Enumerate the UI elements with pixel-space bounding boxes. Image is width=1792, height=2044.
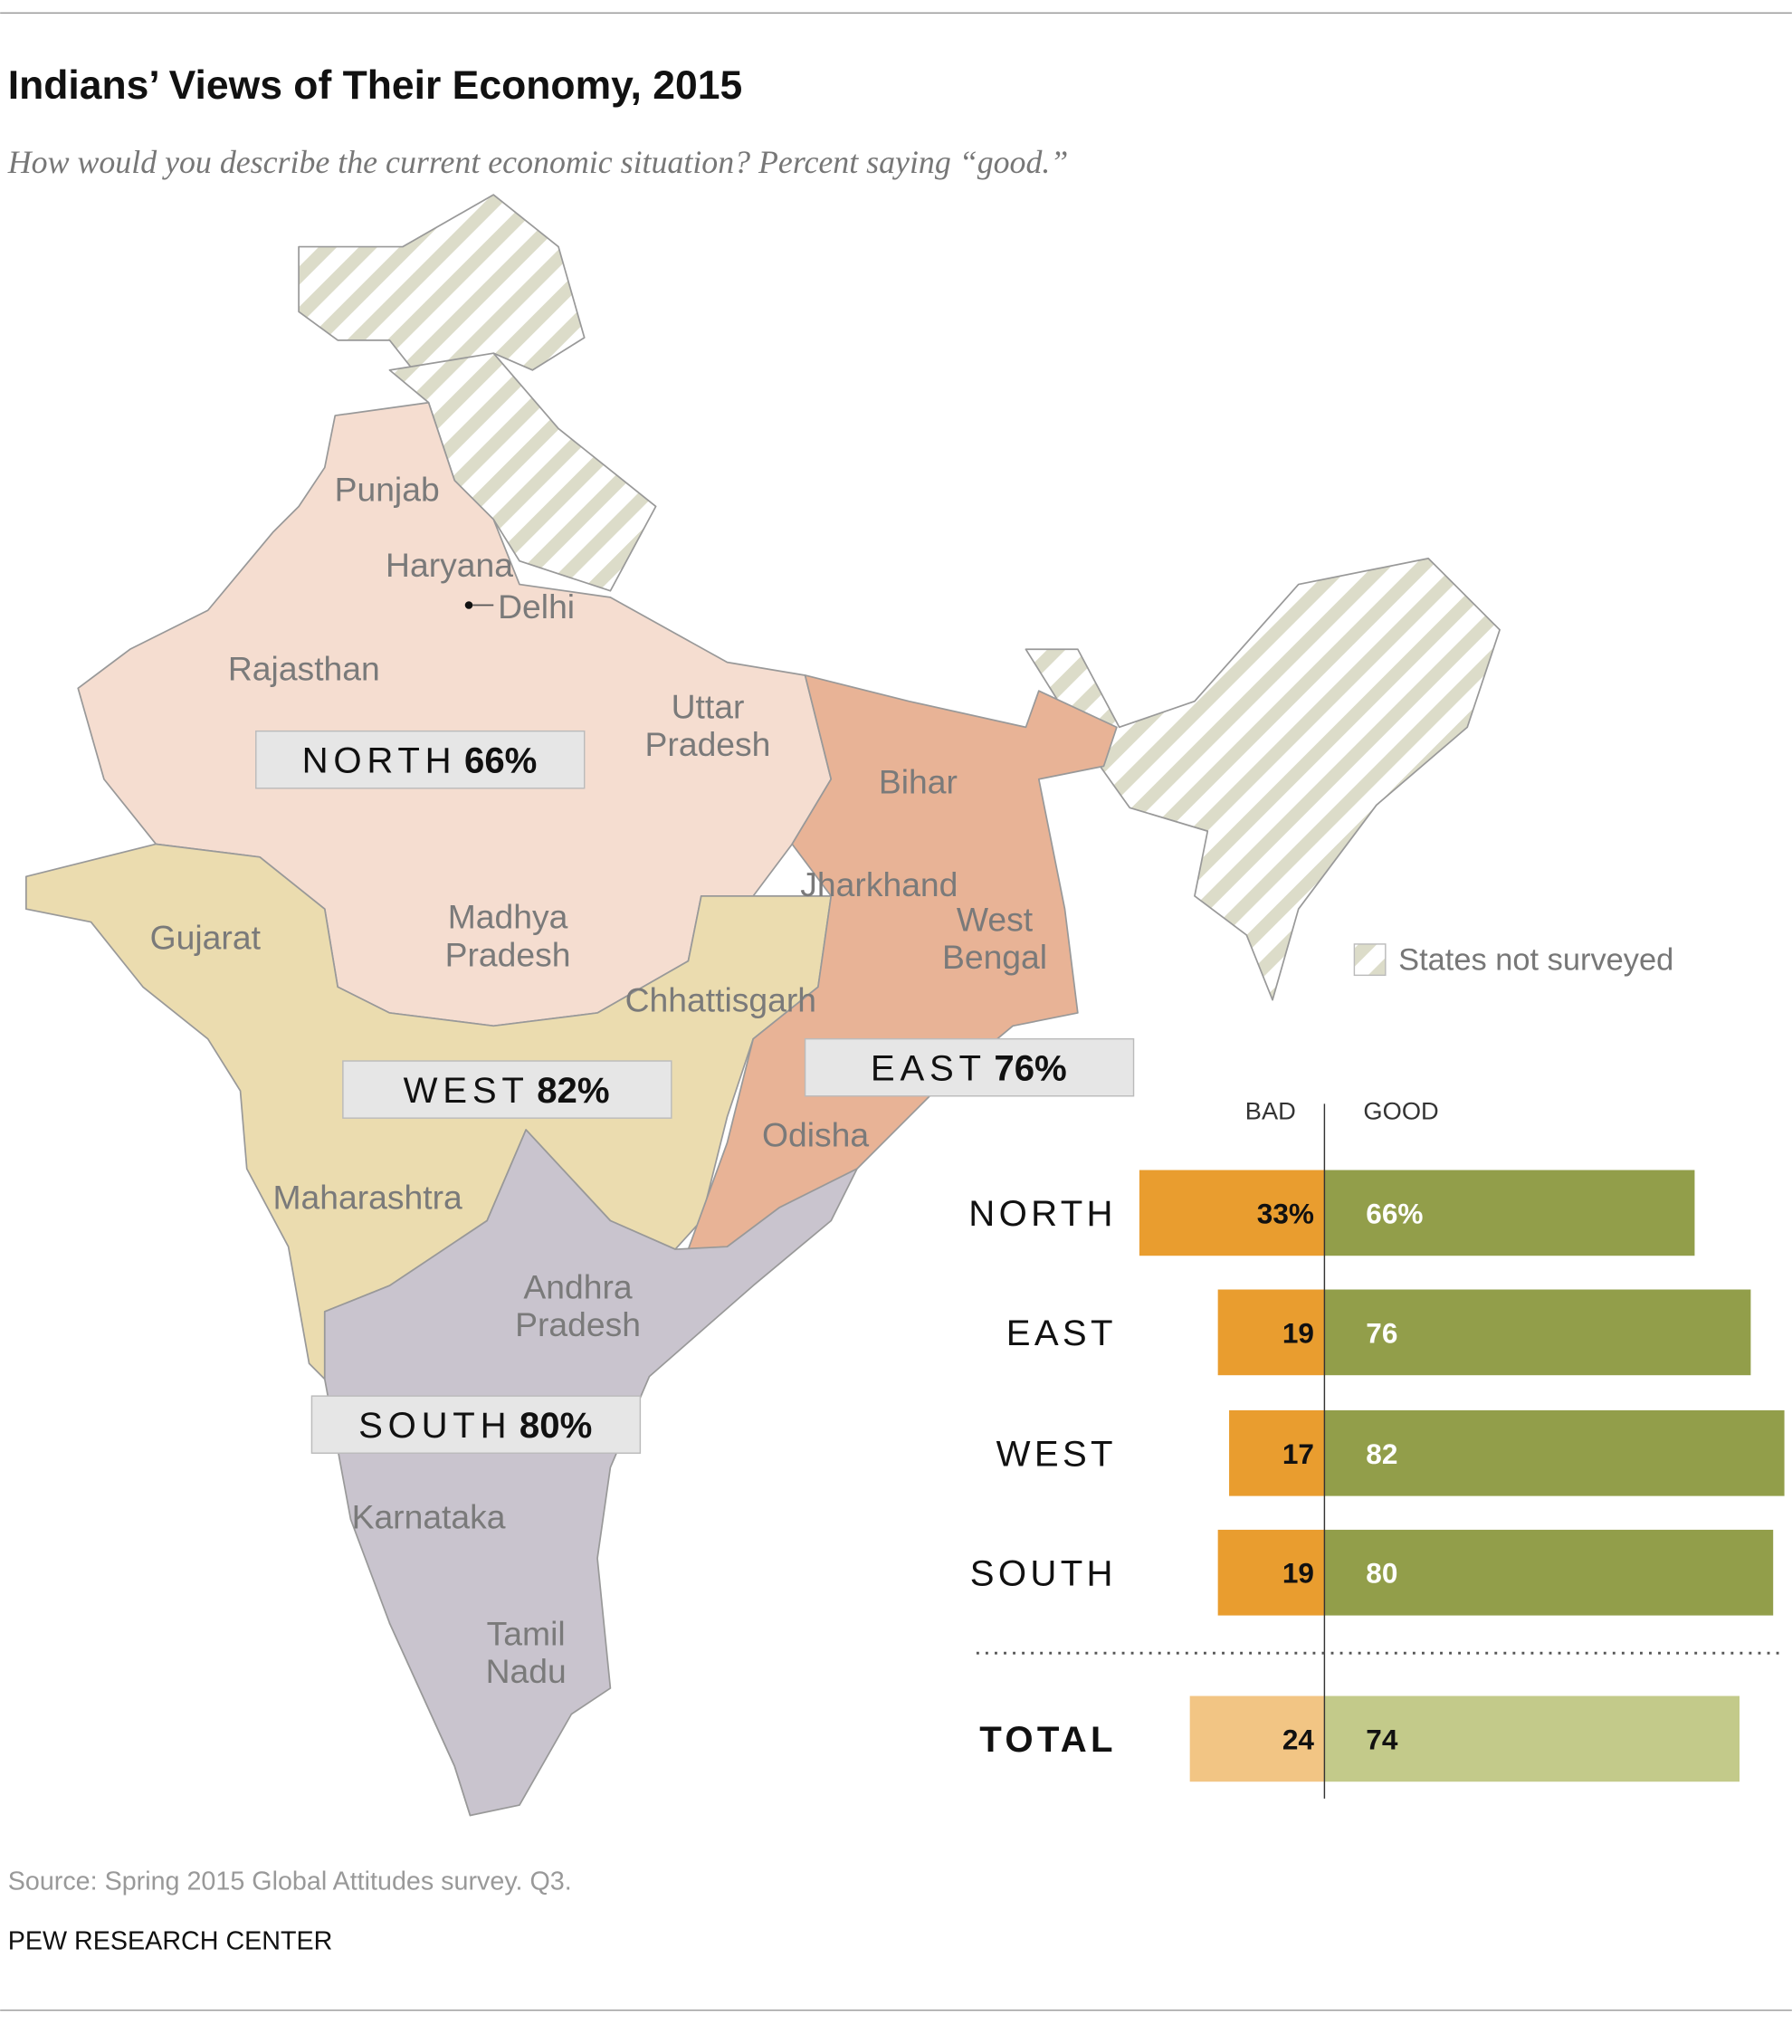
state-label: Jharkhand [800, 865, 958, 903]
region-label: SOUTH 80% [358, 1405, 592, 1446]
state-label: Gujarat [150, 919, 262, 957]
value-label: 33% [1257, 1197, 1314, 1229]
region-box [342, 1060, 672, 1119]
bar [1324, 1695, 1740, 1782]
state-label: Pradesh [645, 725, 771, 763]
not-surveyed [1025, 558, 1501, 1001]
value-label: 66% [1366, 1197, 1423, 1229]
region-value: 82% [537, 1070, 609, 1111]
state-label: Uttar [672, 687, 745, 725]
bar [1324, 1529, 1774, 1616]
state-label: Andhra [523, 1268, 632, 1306]
region-value: 80% [519, 1405, 592, 1446]
state-label: Tamil [487, 1615, 566, 1653]
region-label: NORTH 66% [302, 740, 538, 781]
region-name: WEST [404, 1070, 529, 1111]
value-label: 82 [1366, 1437, 1397, 1470]
region-name: NORTH [302, 740, 457, 781]
state-label: Pradesh [515, 1305, 641, 1343]
value-label: 76 [1366, 1316, 1397, 1349]
state-label: West [957, 901, 1034, 939]
state-label: Delhi [498, 587, 575, 626]
state-label: Madhya [448, 898, 568, 936]
value-label: 19 [1282, 1557, 1314, 1590]
value-label: 17 [1282, 1437, 1314, 1470]
category-label: TOTAL [979, 1719, 1117, 1760]
value-label: 74 [1366, 1723, 1398, 1755]
delhi-dot [464, 601, 473, 609]
bar [1324, 1409, 1785, 1496]
region-name: EAST [871, 1048, 987, 1089]
region-value: 76% [994, 1048, 1066, 1089]
bar [1324, 1170, 1695, 1256]
state-label: Maharashtra [272, 1179, 462, 1217]
bar [1189, 1695, 1325, 1782]
subtitle: How would you describe the current econo… [7, 144, 1069, 180]
state-label: Nadu [486, 1652, 567, 1690]
legend-swatch [1353, 943, 1387, 977]
value-label: 80 [1366, 1557, 1397, 1590]
region-box [804, 1037, 1135, 1097]
region-box [255, 730, 586, 789]
category-label: WEST [996, 1434, 1117, 1475]
category-label: NORTH [968, 1193, 1117, 1234]
bar [1217, 1529, 1325, 1616]
state-label: Pradesh [445, 935, 571, 973]
state-label: Bengal [942, 938, 1047, 976]
region-label: EAST 76% [871, 1048, 1067, 1089]
bar [1139, 1170, 1325, 1256]
not-surveyed [298, 194, 586, 391]
state-label: Odisha [762, 1116, 869, 1154]
state-labels: PunjabHaryanaDelhiRajasthanUttarPradeshB… [150, 471, 1047, 1690]
title: Indians’ Views of Their Economy, 2015 [8, 63, 742, 108]
series-header: BAD [1245, 1097, 1296, 1125]
state-label: Haryana [386, 546, 513, 584]
bar [1229, 1409, 1325, 1496]
category-label: EAST [1006, 1313, 1117, 1353]
region-value: 66% [464, 740, 537, 781]
south-region [323, 1129, 858, 1817]
legend-label: States not surveyed [1398, 943, 1673, 978]
region-box [310, 1395, 642, 1454]
source: Source: Spring 2015 Global Attitudes sur… [8, 1867, 572, 1896]
value-label: 24 [1282, 1723, 1315, 1755]
state-label: Chhattisgarh [625, 981, 816, 1019]
state-label: Karnataka [352, 1497, 506, 1535]
state-label: Bihar [879, 763, 958, 801]
bar-chart: BAD 33% 19 17 19 24 GOOD 66% 76 82 80 74 NORTH EAST WE… [968, 1097, 1786, 1799]
category-label: SOUTH [970, 1553, 1117, 1594]
value-label: 19 [1282, 1316, 1314, 1349]
region-labels: NORTH 66%WEST 82%EAST 76%SOUTH 80% [255, 730, 1135, 1454]
state-label: Punjab [335, 471, 440, 509]
region-name: SOUTH [358, 1405, 511, 1446]
bar [1217, 1289, 1325, 1376]
series-header: GOOD [1363, 1097, 1438, 1125]
state-label: Rajasthan [228, 650, 380, 688]
credit: PEW RESEARCH CENTER [8, 1926, 333, 1955]
region-label: WEST 82% [404, 1070, 610, 1111]
bar [1324, 1289, 1751, 1376]
